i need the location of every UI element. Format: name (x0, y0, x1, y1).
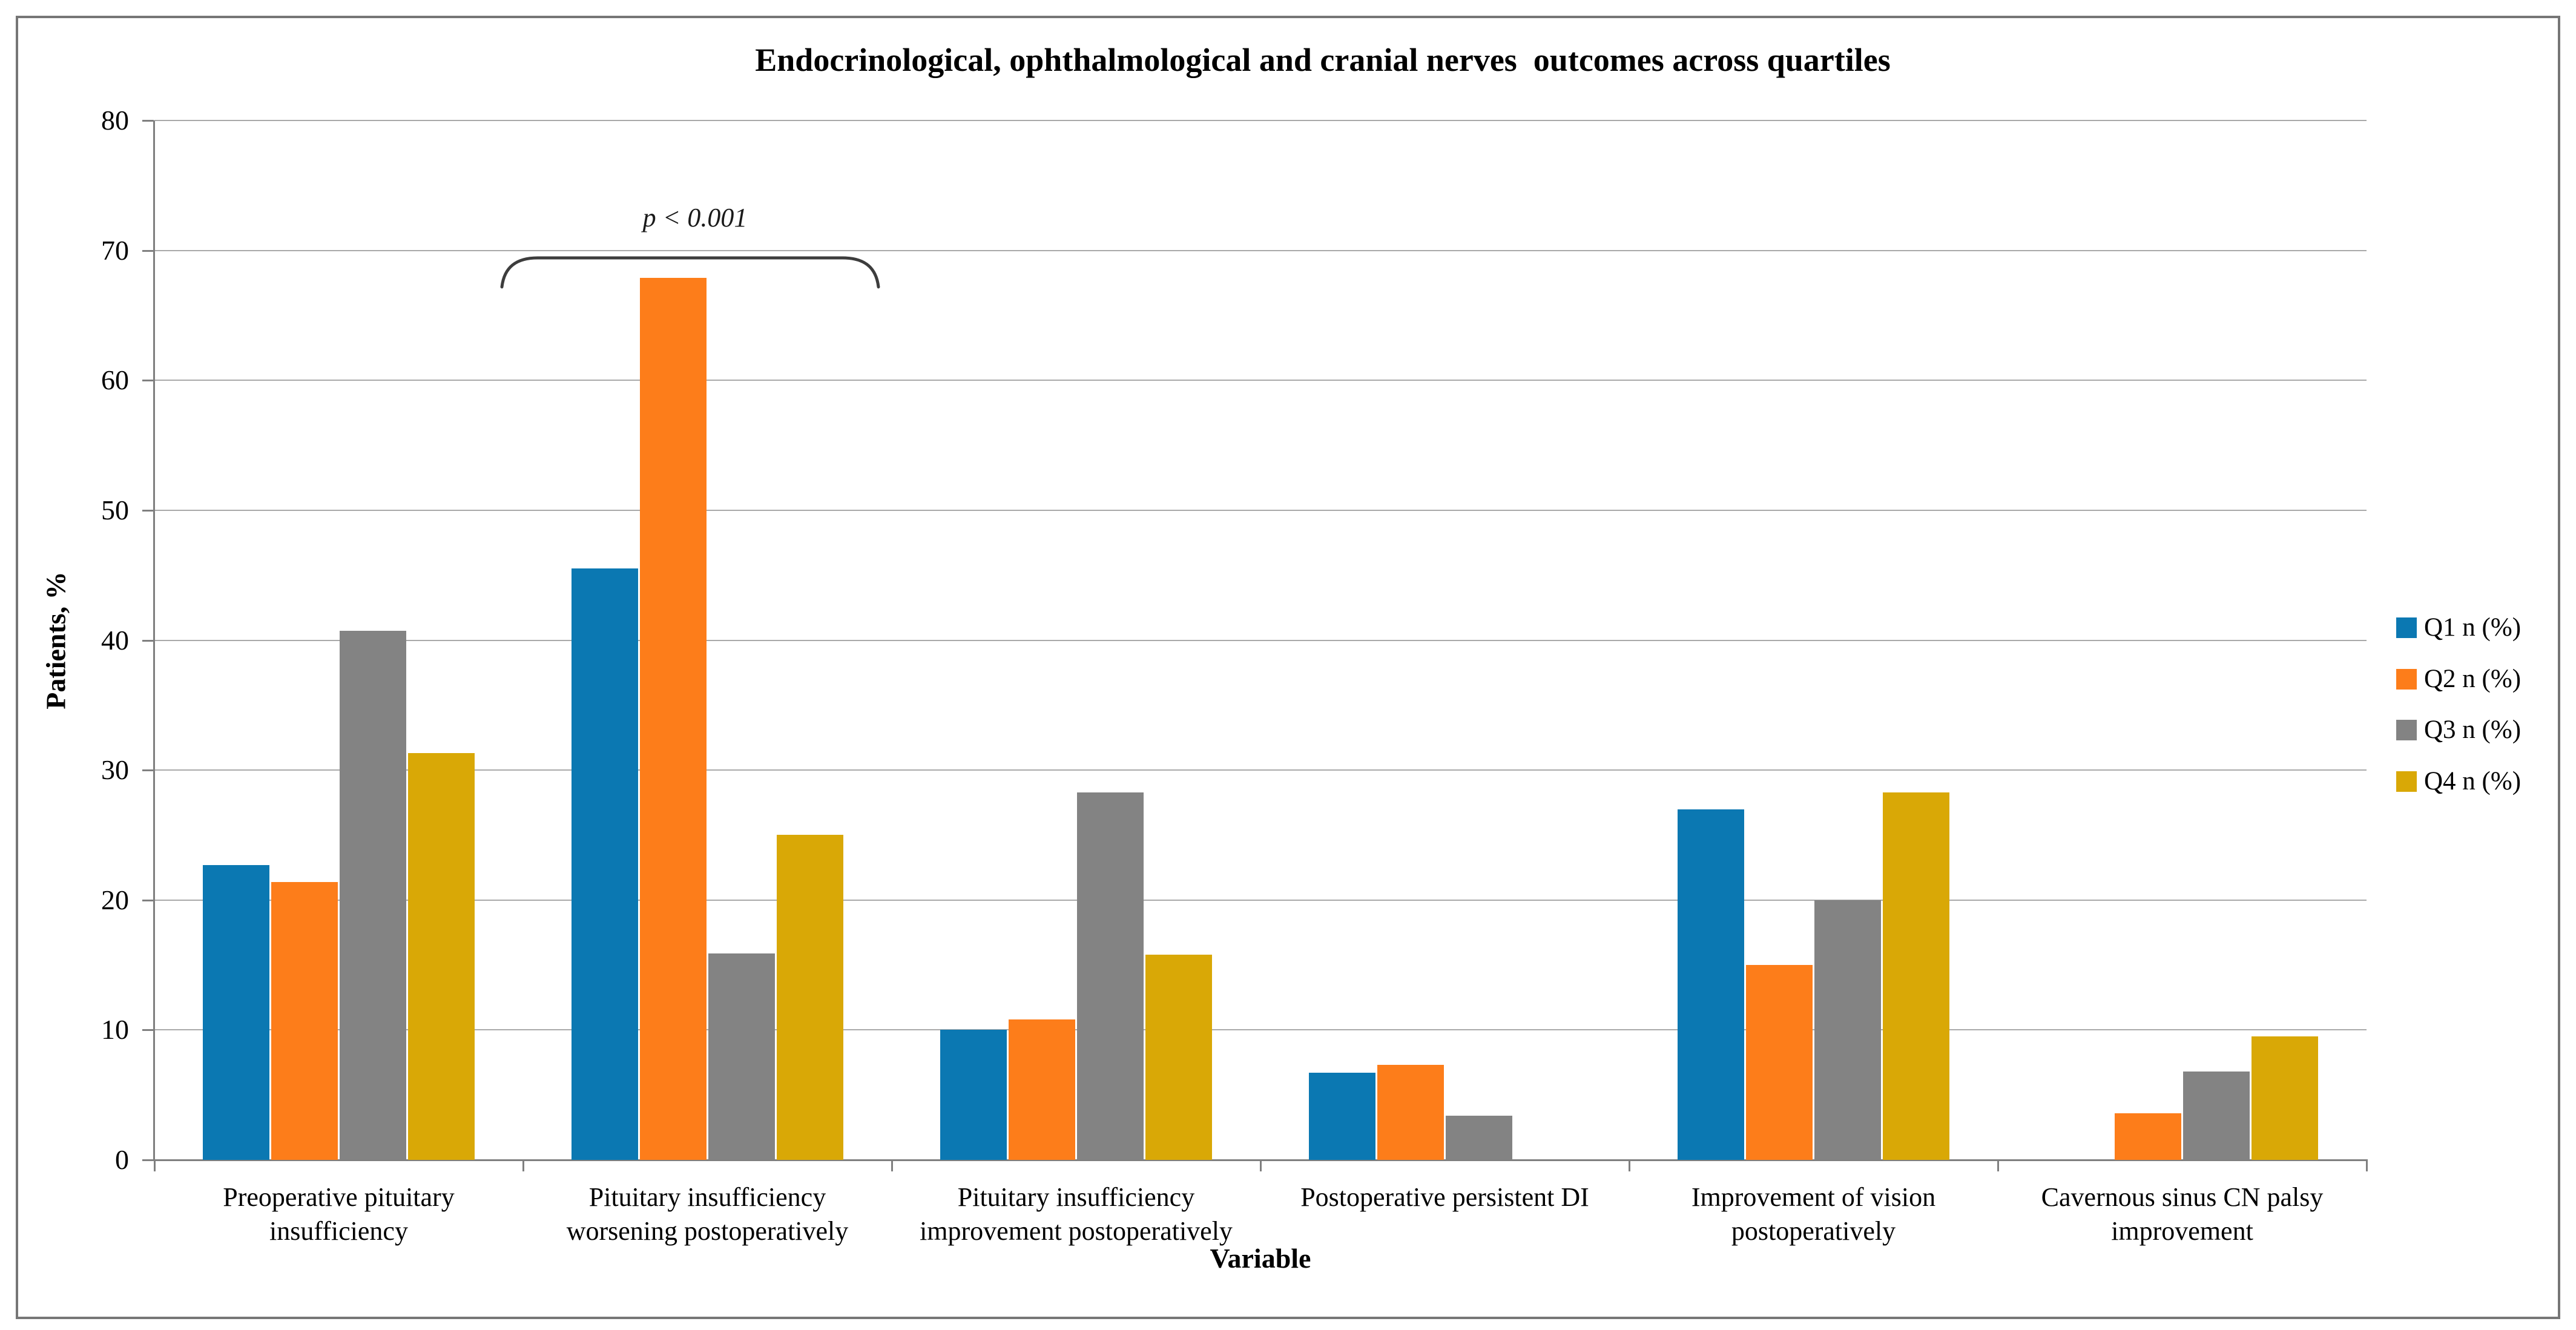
y-tick-mark (142, 249, 154, 252)
bar-q4-cat2 (777, 835, 843, 1160)
bar-q3-cat5 (1814, 900, 1881, 1160)
legend-item-q2: Q2 n (%) (2396, 663, 2554, 695)
bar-q3-cat2 (708, 953, 775, 1160)
bar-q3-cat1 (340, 631, 406, 1160)
x-tick-mark (1997, 1160, 1999, 1171)
legend-swatch-icon (2396, 617, 2417, 638)
bar-q3-cat4 (1446, 1116, 1512, 1160)
gridline-50 (154, 509, 2367, 511)
legend-swatch-icon (2396, 720, 2417, 740)
chart-title: Endocrinological, ophthalmological and c… (755, 42, 1891, 78)
bar-q3-cat6 (2183, 1072, 2250, 1160)
legend-label: Q2 n (%) (2424, 665, 2522, 693)
legend-label: Q4 n (%) (2424, 767, 2522, 795)
y-tick-mark (142, 120, 154, 122)
bar-q4-cat3 (1145, 955, 1212, 1160)
gridline-70 (154, 249, 2367, 251)
bar-q1-cat1 (203, 865, 269, 1160)
bar-q2-cat6 (2115, 1113, 2181, 1160)
y-tick-mark (142, 1159, 154, 1161)
bar-q2-cat1 (271, 882, 338, 1160)
legend-label: Q1 n (%) (2424, 613, 2522, 642)
bar-q1-cat5 (1678, 809, 1744, 1160)
y-tick-label: 20 (101, 884, 129, 915)
x-tick-mark (154, 1160, 156, 1171)
bar-q2-cat2 (640, 278, 707, 1160)
y-axis-line (153, 120, 155, 1161)
gridline-60 (154, 380, 2367, 381)
bar-q1-cat4 (1309, 1073, 1375, 1160)
legend-label: Q3 n (%) (2424, 716, 2522, 744)
gridline-20 (154, 899, 2367, 901)
x-tick-mark (522, 1160, 524, 1171)
y-tick-mark (142, 509, 154, 512)
x-category-label: Improvement of vision postoperatively (1691, 1182, 1936, 1246)
x-category-label: Pituitary insufficiency improvement post… (920, 1182, 1233, 1246)
y-tick-mark (142, 639, 154, 642)
y-tick-label: 50 (101, 494, 129, 525)
gridline-40 (154, 639, 2367, 641)
x-category-label: Pituitary insufficiency worsening postop… (566, 1182, 849, 1246)
x-category-label: Preoperative pituitary insufficiency (223, 1182, 455, 1246)
y-tick-label: 70 (101, 234, 129, 266)
gridline-10 (154, 1029, 2367, 1031)
x-axis-title: Variable (1210, 1243, 1311, 1274)
bar-q1-cat3 (940, 1030, 1007, 1160)
x-tick-mark (2366, 1160, 2368, 1171)
bar-q2-cat3 (1009, 1019, 1075, 1160)
significance-bracket (500, 256, 880, 289)
bar-q4-cat1 (408, 753, 475, 1160)
gridline-80 (154, 120, 2367, 121)
y-tick-label: 10 (101, 1014, 129, 1045)
y-tick-label: 30 (101, 754, 129, 786)
bar-q2-cat5 (1746, 965, 1813, 1160)
figure-border (16, 16, 2560, 1319)
x-category-label: Postoperative persistent DI (1300, 1182, 1589, 1212)
bar-q1-cat2 (572, 568, 638, 1160)
x-category-label: Cavernous sinus CN palsy improvement (2041, 1182, 2324, 1246)
x-tick-mark (891, 1160, 893, 1171)
y-tick-label: 80 (101, 105, 129, 136)
y-tick-mark (142, 899, 154, 901)
y-tick-mark (142, 1029, 154, 1032)
legend-swatch-icon (2396, 669, 2417, 690)
bar-q2-cat4 (1377, 1065, 1444, 1160)
y-tick-mark (142, 769, 154, 772)
legend-item-q1: Q1 n (%) (2396, 612, 2554, 644)
bar-q4-cat5 (1883, 792, 1949, 1160)
y-tick-mark (142, 380, 154, 382)
legend-item-q3: Q3 n (%) (2396, 714, 2554, 746)
y-tick-label: 60 (101, 364, 129, 396)
x-tick-mark (1629, 1160, 1630, 1171)
bar-q3-cat3 (1077, 792, 1144, 1160)
gridline-30 (154, 769, 2367, 771)
p-value-annotation: p < 0.001 (642, 203, 748, 232)
legend-swatch-icon (2396, 771, 2417, 792)
y-tick-label: 40 (101, 624, 129, 656)
x-tick-mark (1260, 1160, 1262, 1171)
bar-q4-cat6 (2252, 1036, 2318, 1160)
legend-item-q4: Q4 n (%) (2396, 766, 2554, 797)
y-tick-label: 0 (115, 1144, 129, 1175)
